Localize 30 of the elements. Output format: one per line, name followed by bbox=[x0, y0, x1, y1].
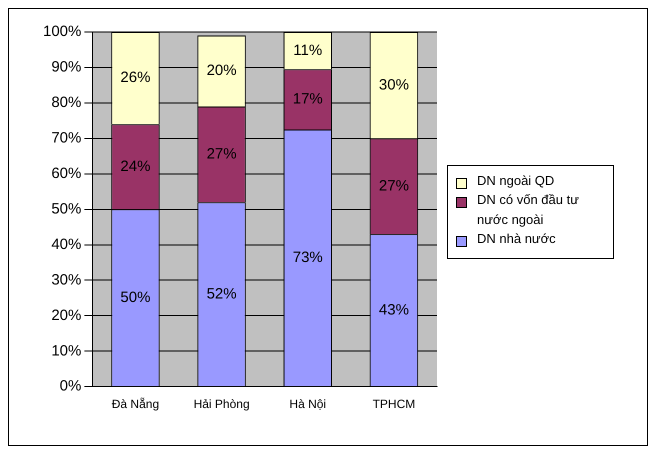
data-label: 43% bbox=[378, 301, 409, 318]
y-tick-label: 60% bbox=[51, 164, 82, 182]
x-tick-label: Hà Nội bbox=[289, 397, 326, 412]
y-tick-label: 80% bbox=[51, 94, 82, 112]
data-label: 73% bbox=[292, 248, 323, 266]
data-label: 17% bbox=[292, 90, 323, 108]
data-label: 50% bbox=[120, 288, 150, 306]
x-tick-label: TPHCM bbox=[372, 397, 416, 412]
y-tick-label: 50% bbox=[51, 200, 82, 218]
y-tick-label: 40% bbox=[51, 236, 82, 253]
y-tick-label: 0% bbox=[60, 378, 82, 395]
legend-label: DN ngoài QD bbox=[477, 172, 554, 190]
y-tick-label: 20% bbox=[51, 306, 82, 324]
y-tick-label: 70% bbox=[51, 130, 82, 147]
data-label: 27% bbox=[206, 145, 237, 162]
legend-label: DN có vốn đầu tư nước ngoài bbox=[477, 191, 580, 229]
data-label: 52% bbox=[206, 285, 237, 302]
y-tick-label: 90% bbox=[51, 58, 82, 76]
legend-label: DN nhà nước bbox=[477, 230, 556, 248]
x-tick-label: Đà Nẵng bbox=[112, 397, 160, 412]
y-tick-label: 30% bbox=[51, 271, 82, 288]
data-label: 11% bbox=[293, 42, 322, 59]
data-label: 26% bbox=[120, 69, 150, 86]
data-label: 20% bbox=[206, 62, 237, 80]
x-tick-label: Hải Phòng bbox=[194, 397, 250, 412]
y-tick-label: 10% bbox=[51, 342, 82, 360]
data-label: 30% bbox=[378, 76, 409, 94]
data-label: 27% bbox=[378, 177, 409, 194]
data-label: 24% bbox=[120, 158, 150, 175]
y-tick-label: 100% bbox=[42, 23, 82, 40]
